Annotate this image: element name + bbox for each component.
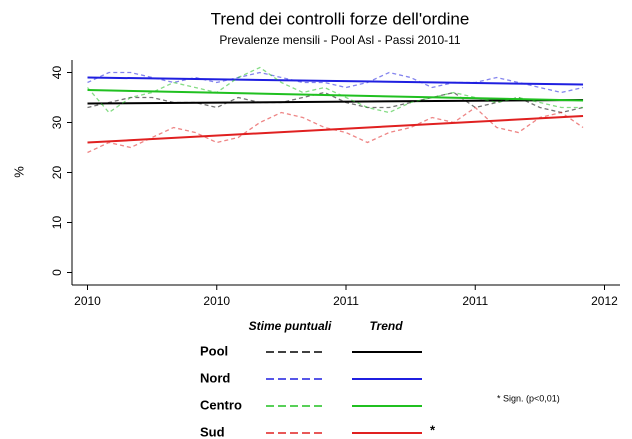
chart-title: Trend dei controlli forze dell'ordine — [211, 9, 470, 28]
significance-marker: * — [430, 422, 436, 437]
x-tick-label: 2010 — [203, 294, 230, 308]
trend-line — [87, 76, 584, 86]
legend-label: Nord — [200, 370, 230, 385]
x-tick-label: 2010 — [74, 294, 101, 308]
legend-label: Pool — [200, 343, 228, 358]
legend-header: Stime puntuali — [249, 319, 332, 333]
y-axis-label: % — [11, 166, 26, 178]
trend-line — [87, 99, 584, 105]
chart-subtitle: Prevalenze mensili - Pool Asl - Passi 20… — [219, 33, 461, 47]
trend-line — [87, 115, 584, 144]
x-tick-label: 2011 — [333, 294, 359, 308]
legend-label: Sud — [200, 424, 225, 439]
y-tick-label: 40 — [50, 66, 64, 80]
legend-label: Centro — [200, 397, 242, 412]
x-tick-label: 2012 — [591, 294, 618, 308]
series-line — [87, 66, 584, 114]
y-tick-label: 0 — [50, 269, 64, 276]
legend-header: Trend — [369, 319, 403, 333]
trend-line — [87, 89, 584, 102]
y-tick-label: 30 — [50, 116, 64, 130]
y-tick-label: 20 — [50, 166, 64, 180]
x-tick-label: 2011 — [462, 294, 488, 308]
series-line — [87, 71, 584, 94]
footnote: * Sign. (p<0,01) — [497, 393, 560, 403]
y-tick-label: 10 — [50, 216, 64, 230]
